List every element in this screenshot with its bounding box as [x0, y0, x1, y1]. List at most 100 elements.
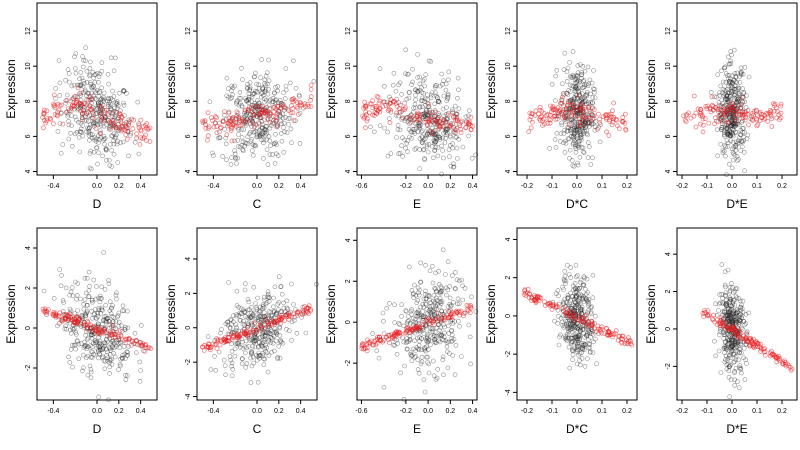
observed-point [243, 350, 248, 356]
observed-point [266, 134, 272, 139]
observed-point [242, 143, 247, 149]
observed-point [126, 117, 132, 123]
observed-point [230, 366, 235, 372]
observed-point [91, 93, 96, 99]
observed-point [723, 144, 728, 149]
observed-point [236, 340, 241, 346]
fitted-point [746, 122, 751, 128]
observed-point [572, 124, 578, 129]
observed-point [249, 349, 254, 354]
observed-point [708, 90, 714, 95]
fitted-point [75, 317, 81, 323]
observed-point [255, 295, 260, 301]
observed-point [445, 77, 451, 83]
observed-point [286, 122, 291, 127]
observed-point [446, 147, 452, 152]
observed-point [51, 296, 57, 301]
observed-point [418, 279, 424, 285]
fitted-point [441, 117, 447, 122]
x-tick-label: -0.6 [355, 408, 367, 415]
observed-point [122, 327, 128, 332]
x-tick-label: -0.2 [400, 183, 412, 190]
observed-point [118, 363, 123, 369]
fitted-point [74, 97, 80, 103]
observed-point [420, 309, 426, 314]
observed-point [729, 123, 734, 128]
observed-point [83, 332, 88, 338]
observed-point [93, 340, 99, 345]
observed-point [400, 135, 405, 140]
fitted-point [364, 337, 370, 343]
observed-point [566, 300, 572, 306]
observed-point [41, 288, 47, 294]
fitted-point [700, 122, 706, 128]
fitted-point [561, 308, 566, 314]
observed-point [90, 344, 95, 349]
observed-point [422, 347, 427, 353]
observed-point [58, 150, 64, 156]
x-tick-label: 0.4 [468, 408, 478, 415]
observed-point [251, 284, 257, 290]
y-tick-label: 2 [345, 279, 352, 283]
observed-point [103, 147, 109, 152]
observed-point [100, 318, 106, 324]
observed-point [407, 333, 413, 339]
observed-point [734, 153, 740, 159]
observed-point [718, 370, 724, 375]
fitted-point [138, 128, 144, 134]
fitted-point [736, 111, 742, 117]
observed-point [588, 349, 593, 355]
fitted-point [125, 128, 130, 134]
observed-point [584, 112, 590, 117]
observed-point [443, 135, 449, 141]
observed-point [425, 149, 431, 155]
fitted-point [361, 115, 367, 121]
observed-point [565, 335, 570, 341]
observed-point [256, 82, 262, 88]
observed-point [220, 154, 225, 159]
observed-point [584, 296, 589, 302]
y-tick-label: 12 [185, 27, 192, 35]
observed-point [240, 321, 246, 327]
observed-point [390, 82, 396, 88]
fitted-point [259, 109, 265, 115]
observed-point [468, 361, 473, 367]
observed-point [101, 96, 107, 102]
observed-point [557, 139, 563, 144]
observed-point [399, 302, 405, 307]
observed-point [257, 310, 262, 315]
fitted-point [586, 121, 592, 126]
observed-point [252, 344, 258, 350]
observed-point [426, 308, 432, 314]
observed-point [69, 330, 74, 336]
y-tick-label: 0 [185, 326, 192, 330]
observed-point [83, 290, 89, 296]
observed-point [281, 90, 286, 95]
observed-point [289, 140, 294, 145]
observed-point [257, 320, 263, 325]
observed-point [107, 357, 112, 363]
observed-point [581, 131, 586, 136]
fitted-point [537, 104, 543, 110]
fitted-point [591, 107, 597, 112]
observed-point [255, 379, 261, 385]
fitted-point [405, 325, 411, 331]
fitted-point [705, 103, 711, 109]
observed-point [108, 357, 113, 363]
observed-point [55, 129, 61, 134]
observed-point [272, 141, 277, 147]
observed-point [563, 141, 569, 146]
observed-point [91, 121, 96, 127]
observed-point [71, 342, 77, 348]
observed-point [719, 126, 725, 132]
x-tick-label: -0.2 [676, 183, 688, 190]
fitted-point [597, 120, 603, 126]
fitted-point [706, 120, 712, 126]
fitted-points [521, 286, 635, 348]
observed-point [429, 90, 435, 95]
fitted-point [376, 334, 382, 340]
x-tick-label: -0.1 [701, 183, 713, 190]
observed-point [590, 100, 595, 106]
observed-point [418, 260, 424, 266]
